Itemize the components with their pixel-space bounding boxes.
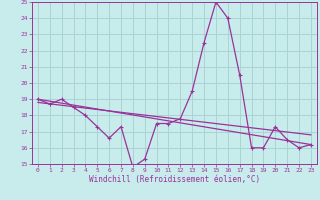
X-axis label: Windchill (Refroidissement éolien,°C): Windchill (Refroidissement éolien,°C) [89, 175, 260, 184]
